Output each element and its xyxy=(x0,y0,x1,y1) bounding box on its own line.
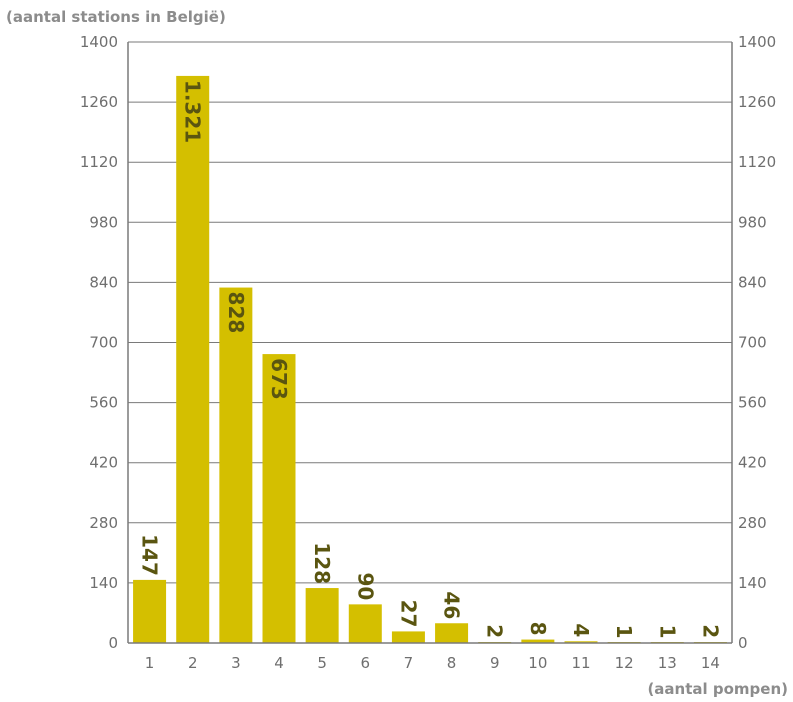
x-tick-label: 3 xyxy=(231,654,241,672)
bar xyxy=(521,639,555,643)
data-label: 27 xyxy=(396,600,420,628)
data-label: 8 xyxy=(526,622,550,636)
bar xyxy=(305,588,339,643)
data-label: 1.321 xyxy=(181,80,205,143)
x-ticks: 1 2 3 4 5 6 7 8 9 10 11 12 13 14 xyxy=(145,654,720,672)
y-tick-label-right: 1120 xyxy=(738,153,776,171)
y-tick-label-left: 420 xyxy=(89,454,118,472)
x-tick-label: 4 xyxy=(274,654,284,672)
x-tick-label: 1 xyxy=(145,654,155,672)
bar xyxy=(176,75,210,643)
y-tick-label-right: 420 xyxy=(738,454,767,472)
x-tick-label: 7 xyxy=(404,654,414,672)
data-label: 90 xyxy=(353,573,377,601)
x-tick-label: 5 xyxy=(317,654,327,672)
bar xyxy=(391,631,425,643)
y-tick-label-left: 1120 xyxy=(80,153,118,171)
x-tick-label: 14 xyxy=(701,654,720,672)
y-tick-label-left: 980 xyxy=(89,213,118,231)
x-tick-label: 9 xyxy=(490,654,500,672)
data-label: 673 xyxy=(267,358,291,400)
bars xyxy=(133,75,727,643)
y-tick-label-right: 1260 xyxy=(738,93,776,111)
y-tick-label-left: 560 xyxy=(89,394,118,412)
x-tick-label: 6 xyxy=(361,654,371,672)
data-label: 2 xyxy=(483,624,507,638)
y-axis-title: (aantal stations in België) xyxy=(6,8,226,26)
bar xyxy=(262,354,296,643)
y-tick-label-left: 0 xyxy=(108,634,118,652)
x-tick-label: 13 xyxy=(658,654,677,672)
data-labels: 147 1.321 828 673 128 90 27 46 2 8 4 1 1 2 xyxy=(138,80,723,639)
y-tick-label-right: 1400 xyxy=(738,33,776,51)
data-label: 128 xyxy=(310,542,334,584)
y-tick-label-left: 1400 xyxy=(80,33,118,51)
x-tick-label: 8 xyxy=(447,654,457,672)
axes xyxy=(127,42,733,644)
y-tick-label-right: 840 xyxy=(738,273,767,291)
data-label: 1 xyxy=(612,625,636,639)
bar xyxy=(133,579,167,643)
data-label: 1 xyxy=(655,625,679,639)
x-tick-label: 2 xyxy=(188,654,198,672)
x-tick-label: 12 xyxy=(615,654,634,672)
bar xyxy=(348,604,382,643)
gridlines xyxy=(128,41,732,584)
y-tick-label-right: 980 xyxy=(738,213,767,231)
data-label: 46 xyxy=(440,591,464,619)
y-tick-label-left: 140 xyxy=(89,574,118,592)
data-label: 2 xyxy=(698,624,722,638)
bar xyxy=(564,641,598,643)
y-tick-label-right: 700 xyxy=(738,334,767,352)
x-tick-label: 11 xyxy=(571,654,590,672)
y-ticks-right: 0 140 280 420 560 700 840 980 1120 1260 1400 xyxy=(738,33,776,652)
x-tick-label: 10 xyxy=(528,654,547,672)
bar xyxy=(435,623,469,643)
data-label: 828 xyxy=(224,292,248,334)
x-axis-title: (aantal pompen) xyxy=(647,680,788,698)
y-tick-label-left: 280 xyxy=(89,514,118,532)
bar xyxy=(219,287,253,643)
y-tick-label-left: 700 xyxy=(89,334,118,352)
data-label: 147 xyxy=(138,534,162,576)
y-tick-label-right: 280 xyxy=(738,514,767,532)
y-tick-label-left: 1260 xyxy=(80,93,118,111)
data-label: 4 xyxy=(569,623,593,637)
y-tick-label-right: 140 xyxy=(738,574,767,592)
y-tick-label-right: 560 xyxy=(738,394,767,412)
y-tick-label-right: 0 xyxy=(738,634,748,652)
y-tick-label-left: 840 xyxy=(89,273,118,291)
y-ticks-left: 0 140 280 420 560 700 840 980 1120 1260 1400 xyxy=(80,33,118,652)
